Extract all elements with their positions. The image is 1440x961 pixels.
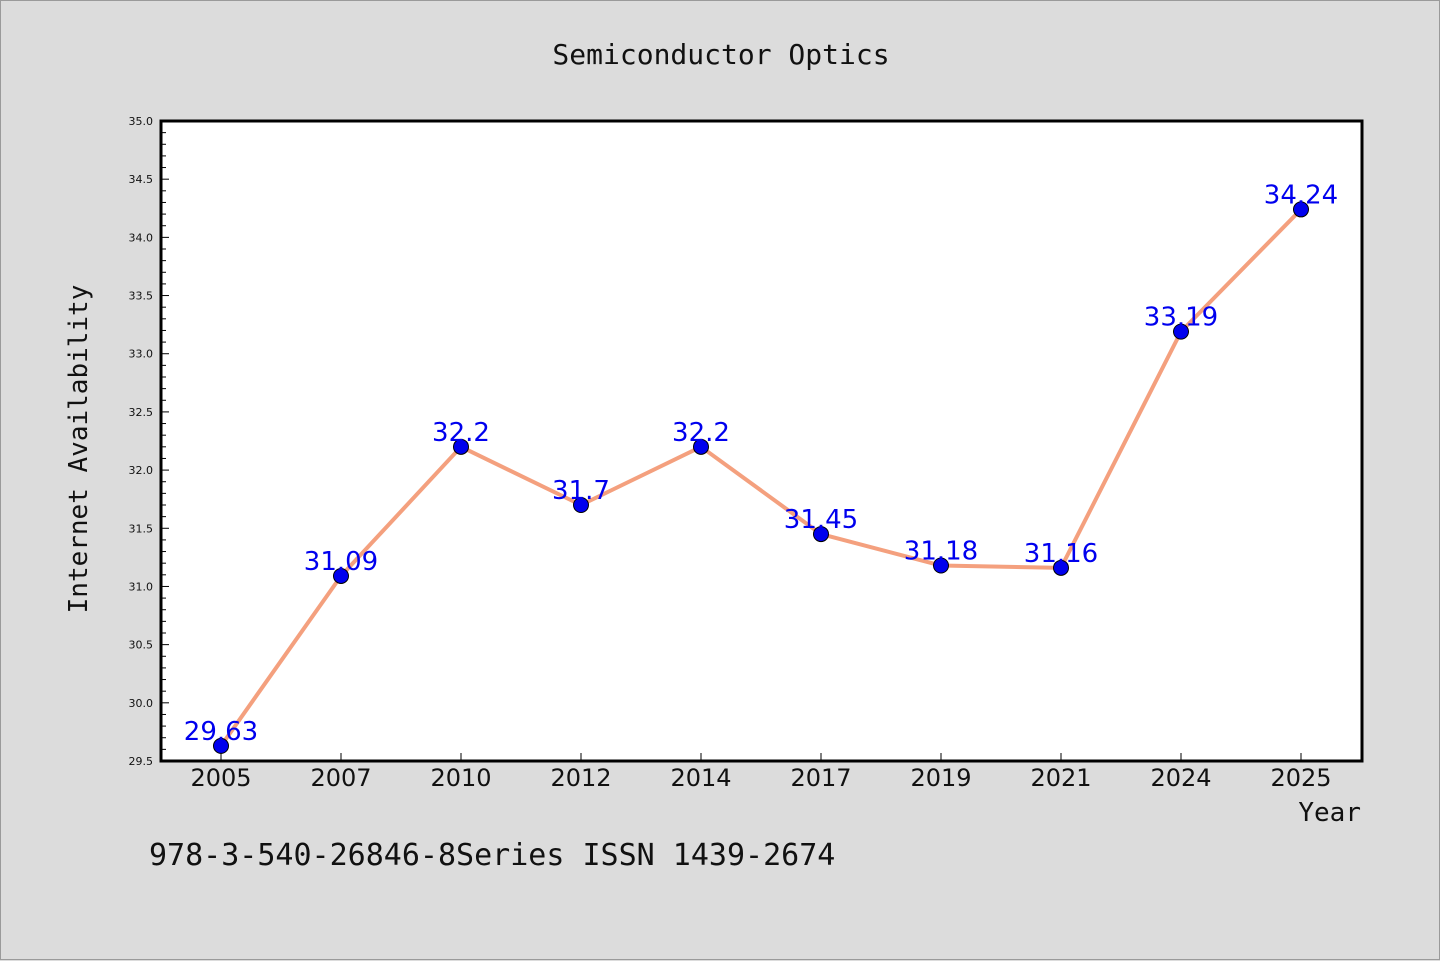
data-point	[1293, 201, 1309, 218]
data-point	[693, 438, 709, 455]
y-tick-label: 30.0	[129, 697, 154, 710]
data-point	[933, 557, 949, 574]
data-label: 29.63	[184, 717, 258, 747]
data-point	[813, 526, 829, 543]
data-label: 32.2	[432, 418, 490, 448]
x-tick-label: 2019	[910, 764, 971, 792]
y-tick-label: 31.0	[129, 580, 154, 593]
data-label: 34.24	[1264, 180, 1338, 210]
x-tick-label: 2012	[550, 764, 611, 792]
x-tick-label: 2010	[430, 764, 491, 792]
data-point	[1173, 323, 1189, 340]
footer-text: 978-3-540-26846-8Series ISSN 1439-2674	[149, 838, 835, 873]
x-tick-label: 2025	[1270, 764, 1331, 792]
data-label: 31.18	[904, 537, 978, 567]
data-label: 31.16	[1024, 539, 1098, 569]
x-tick-label: 2021	[1030, 764, 1091, 792]
y-tick-label: 34.5	[129, 173, 154, 186]
data-labels: 29.63 31.09 32.2 31.7 32.2 31.45 31.18 31.16 33.…	[184, 180, 1338, 746]
y-axis-ticks: 29.5 30.0 30.5 31.0 31.5 32.0 32.5 33.0 33.5 34.0…	[129, 115, 169, 768]
y-axis-label: Internet Availability	[64, 285, 94, 614]
data-point	[213, 737, 229, 754]
series-line	[219, 207, 1303, 748]
x-tick-label: 2017	[790, 764, 851, 792]
x-tick-label: 2005	[190, 764, 251, 792]
y-tick-label: 29.5	[129, 755, 154, 768]
y-tick-label: 30.5	[129, 639, 154, 652]
data-label: 31.09	[304, 547, 378, 577]
y-tick-label: 35.0	[129, 115, 154, 128]
x-axis-label: Year	[1298, 798, 1361, 828]
series-markers	[213, 201, 1309, 754]
chart-title: Semiconductor Optics	[552, 38, 889, 71]
data-label: 31.45	[784, 505, 858, 535]
data-point	[1053, 559, 1069, 576]
data-label: 31.7	[552, 476, 610, 506]
plot-area	[159, 119, 1364, 763]
y-tick-label: 31.5	[129, 522, 154, 535]
x-tick-label: 2014	[670, 764, 731, 792]
data-point	[573, 497, 589, 513]
x-axis-ticks: 2005 2007 2010 2012 2014 2017 2019 2021 2024 2025	[190, 753, 1332, 792]
y-tick-label: 32.0	[129, 464, 154, 477]
series-line-group	[219, 207, 1303, 748]
y-tick-label: 33.0	[129, 348, 154, 361]
y-tick-label: 34.0	[129, 231, 154, 244]
data-label: 33.19	[1144, 303, 1218, 333]
data-label: 32.2	[672, 418, 730, 448]
y-tick-label: 33.5	[129, 290, 154, 303]
data-point	[333, 567, 349, 584]
x-tick-label: 2024	[1150, 764, 1211, 792]
data-point	[453, 438, 469, 455]
y-tick-label: 32.5	[129, 406, 154, 419]
x-tick-label: 2007	[310, 764, 371, 792]
